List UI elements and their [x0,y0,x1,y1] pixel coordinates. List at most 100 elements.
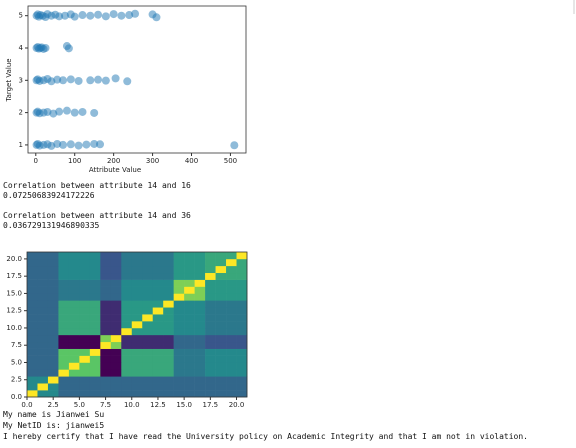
heatmap-cell [173,383,185,391]
heatmap-cell [163,390,174,398]
heatmap-cell [163,362,174,370]
heatmap-cell [110,334,122,343]
heatmap-cell [205,293,216,301]
heatmap-cell [236,286,248,294]
heatmap-cell [37,307,49,315]
point [59,140,68,149]
point [78,107,87,116]
point [64,44,73,53]
point [86,76,95,85]
heatmap-cell [131,314,143,322]
heatmap-cell [89,383,101,391]
heatmap-cell [131,369,143,377]
heatmap-cell [58,334,70,343]
heatmap-cell [37,258,49,267]
heatmap-cell [58,252,70,260]
heatmap-cell [121,348,133,356]
x-tick-label: 500 [224,157,237,165]
heatmap-cell [142,258,154,267]
point [82,140,91,149]
heatmap-cell [131,334,143,343]
heatmap-cell [79,314,91,322]
point [94,10,103,19]
y-tick-label: 17.5 [6,272,22,280]
heatmap-cell [79,286,91,294]
heatmap-cell [205,376,216,384]
x-tick-label: 100 [68,157,81,165]
heatmap-cell [89,300,101,308]
heatmap-cell [131,307,143,315]
heatmap-cell [110,272,122,280]
heatmap-cell [184,321,195,329]
heatmap-cell [205,321,216,329]
heatmap-cell [27,327,38,336]
heatmap-cell [68,300,80,308]
heatmap-cell [100,369,112,377]
heatmap-cell [100,341,112,349]
heatmap-cell [194,265,206,274]
heatmap-cell [163,327,174,336]
heatmap-cell [27,383,38,391]
y-tick-label: 0.0 [11,393,22,401]
heatmap-cell [131,341,143,349]
heatmap-cell [205,314,216,322]
heatmap-cell [236,279,248,287]
heatmap-cell [236,341,248,349]
heatmap-cell [27,369,38,377]
heatmap-cell [79,390,91,398]
heatmap-cell [163,383,174,391]
heatmap-cell [79,369,91,377]
heatmap-cell [215,293,227,301]
heatmap-cell [47,314,59,322]
y-tick-label: 5 [19,12,23,20]
heatmap-cell [58,321,70,329]
point [74,76,83,85]
heatmap-cell [226,321,237,329]
heatmap-cell [226,334,237,343]
heatmap-cell [121,355,133,363]
heatmap-cell [110,279,122,287]
heatmap-cell [173,307,185,315]
point [78,11,87,20]
heatmap-cell [79,307,91,315]
heatmap-cell [100,314,112,322]
heatmap-cell [163,265,174,274]
heatmap-cell [215,348,227,356]
heatmap-cell [194,355,206,363]
heatmap-cell [47,355,59,363]
heatmap-cell [100,362,112,370]
heatmap-cell [236,390,248,398]
heatmap-cell [226,341,237,349]
heatmap-cell [194,334,206,343]
corr2-label: Correlation between attribute 14 and 36 [3,211,191,220]
heatmap-cell [68,390,80,398]
heatmap-cell [226,348,237,356]
heatmap-cell [215,334,227,343]
heatmap-cell [110,300,122,308]
heatmap-cell [47,383,59,391]
heatmap-cell [236,327,248,336]
heatmap-cell [173,348,185,356]
heatmap-cell [184,369,195,377]
heatmap-cell [89,252,101,260]
heatmap-cell [215,286,227,294]
heatmap-cell [226,327,237,336]
heatmap-cell [152,334,164,343]
heatmap-cell [68,376,80,384]
heatmap-cell [152,355,164,363]
heatmap-cell [131,258,143,267]
heatmap-cell [184,341,195,349]
heatmap-cell [205,279,216,287]
heatmap-cell [184,376,195,384]
heatmap-cell [131,327,143,336]
heatmap-cell [37,265,49,274]
heatmap-cell [184,348,195,356]
heatmap-cell [152,279,164,287]
heatmap-cell [68,314,80,322]
heatmap-cell [37,334,49,343]
heatmap-cell [89,327,101,336]
heatmap-cell [142,321,154,329]
heatmap-cell [215,314,227,322]
heatmap-cell [68,383,80,391]
